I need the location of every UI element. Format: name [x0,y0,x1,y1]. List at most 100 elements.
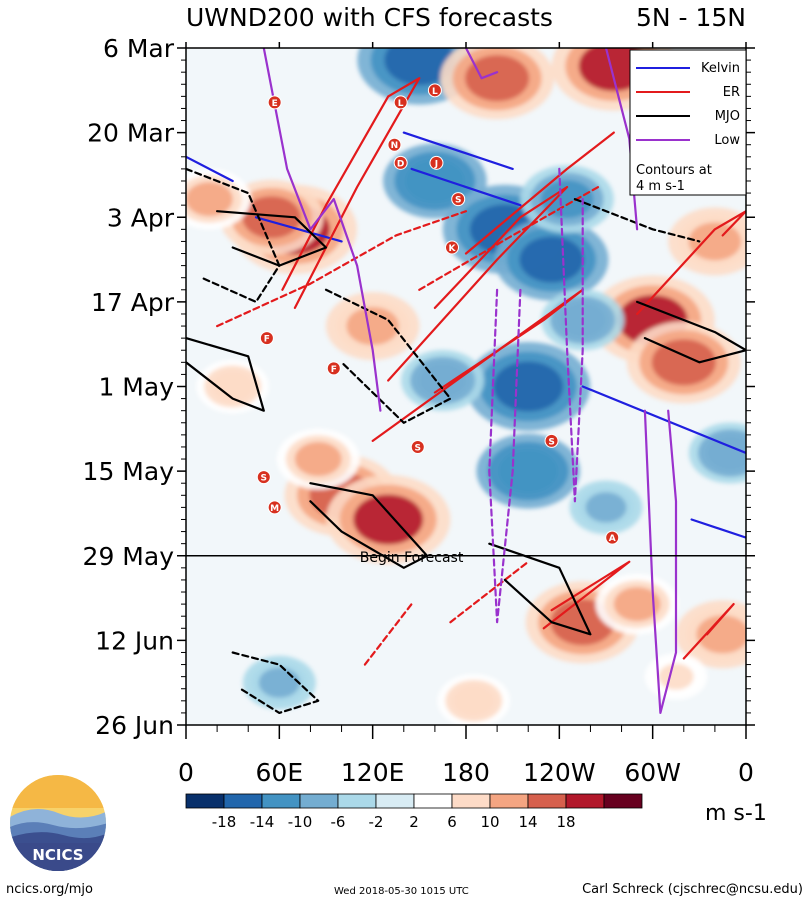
storm-marker: F [326,361,341,376]
anomaly-cell [585,492,627,523]
contour-mjo [186,337,265,412]
colorbar-label: 6 [447,813,457,831]
colorbar-units: m s-1 [705,801,767,826]
contour-er [418,185,600,291]
y-tick-label: 17 Apr [91,288,175,317]
anomaly-cell [658,663,694,690]
storm-label: K [449,244,457,254]
storm-label: S [261,474,267,484]
x-tick-label: 0 [178,758,194,787]
storm-marker: L [393,95,408,110]
storm-label: F [264,335,270,345]
anomaly-cell [353,494,424,545]
y-tick-label: 26 Jun [95,711,174,740]
contour-mjo [231,651,320,715]
storm-label: N [391,141,399,151]
storm-label: E [272,99,278,109]
anomaly-cell [346,306,399,346]
storm-icon [451,192,466,207]
storm-marker: D [393,155,408,170]
colorbar-box [413,793,453,809]
colorbar-label: -2 [369,813,384,831]
contour-mjo [309,482,429,569]
colorbar-box [299,793,339,809]
contour-kelvin [254,216,343,243]
storm-icon [429,155,444,170]
storm-label: A [609,534,616,544]
storm-icon [259,331,274,346]
contour-low [262,48,382,412]
storm-icon [393,95,408,110]
contour-low [643,409,678,715]
chart-title: UWND200 with CFS forecasts [186,3,553,32]
anomaly-cell [294,441,342,477]
contour-mjo [186,167,281,303]
contour-er [682,602,735,660]
anomaly-cell [707,435,746,471]
legend-label-kelvin: Kelvin [701,61,740,76]
storm-label: S [548,437,554,447]
storm-icon [326,361,341,376]
footer-author[interactable]: Carl Schreck (cjschrec@ncsu.edu) [582,882,803,897]
anomaly-cell [212,371,254,402]
colorbar: -18 -14 -10 -6 -2 2 6 10 14 18 [185,793,643,831]
legend-label-mjo: MJO [715,109,740,124]
storm-marker: K [445,240,459,255]
storm-label: L [398,99,404,109]
contour-mjo [635,300,746,364]
contour-er [464,131,615,255]
anomaly-cell [519,236,584,283]
anomaly-cell [419,363,467,398]
contour-low [558,167,584,503]
contour-low [488,288,522,624]
contour-mjo [573,198,701,243]
storm-icon [544,433,559,448]
contour-mjo [488,542,592,636]
colorbar-label: -6 [331,813,346,831]
storm-label: S [455,196,461,206]
anomaly-cell [493,361,564,412]
y-tick-label: 1 May [98,373,174,402]
anomaly-cell [453,685,495,716]
footer-site[interactable]: ncics.org/mjo [6,882,93,897]
colorbar-box [603,793,643,809]
anomaly-cell [651,339,716,386]
anomaly-cell [499,450,558,493]
contour-layer [186,48,746,715]
colorbar-label: 14 [518,813,537,831]
colorbar-label: 18 [556,813,575,831]
storm-label: F [331,365,337,375]
storm-marker: M [267,500,282,515]
x-tick-label: 0 [738,758,754,787]
contour-er [449,560,530,624]
storm-marker: E [267,95,282,110]
contour-mjo [216,210,328,267]
logo-text: NCICS [32,846,83,864]
contour-mjo [324,288,452,424]
anomaly-cell [186,182,233,217]
storm-marker: L [427,83,442,98]
forecast-label: Begin Forecast [360,550,464,566]
x-tick-label: 120E [341,758,405,787]
colorbar-label: -14 [250,813,275,831]
contour-kelvin [186,155,234,183]
contour-kelvin [581,385,746,455]
storm-icon [427,83,442,98]
legend-note: Contours at [636,163,712,178]
colorbar-box [489,793,529,809]
anomaly-cell [384,48,455,86]
anomaly-cell [688,222,742,261]
storm-marker: N [387,137,402,152]
storm-marker: F [259,331,274,346]
y-tick-label: 12 Jun [95,626,174,655]
colorbar-box [337,793,377,809]
anomaly-cell [613,587,661,622]
storm-label: J [434,159,438,169]
storm-icon [393,155,408,170]
storm-icon [256,470,271,485]
anomaly-cell [405,159,465,203]
storm-icon [605,530,620,545]
y-axis: 6 Mar 20 Mar 3 Apr 17 Apr 1 May 15 May 29 May 1… [83,34,755,740]
storm-marker: S [256,470,271,485]
storm-marker: S [544,433,559,448]
